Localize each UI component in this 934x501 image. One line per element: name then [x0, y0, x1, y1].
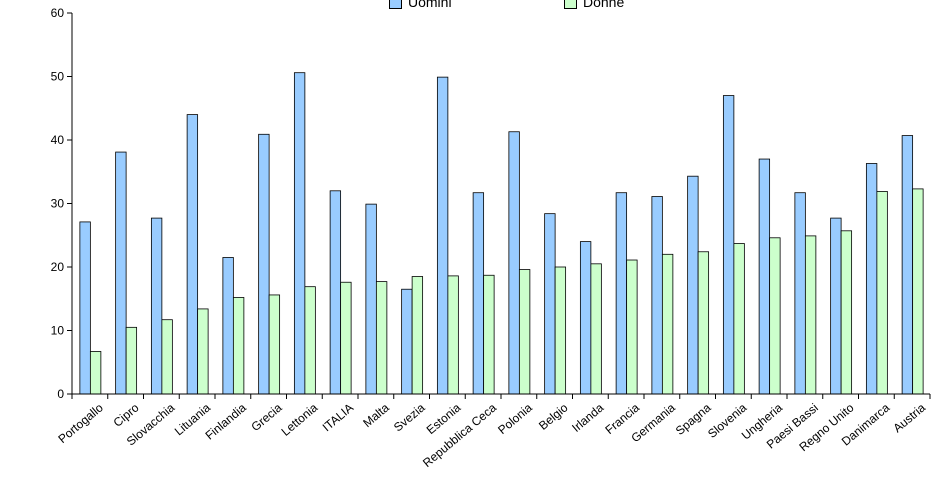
bar-uomini — [150, 217, 163, 395]
x-tick-label: Portogallo — [55, 400, 106, 446]
y-tick-label: 60 — [51, 6, 65, 20]
y-tick-label: 0 — [57, 387, 64, 401]
bar-donne — [340, 281, 352, 395]
bar-uomini — [579, 241, 592, 395]
bar-uomini — [651, 196, 663, 395]
x-tick-label: Irlanda — [569, 400, 606, 435]
bar-donne — [661, 253, 674, 395]
bar-donne — [411, 276, 424, 395]
bar-uomini — [401, 288, 413, 395]
x-tick-label: Malta — [360, 400, 392, 430]
bar-donne — [161, 319, 173, 395]
bar-donne — [232, 297, 245, 395]
y-tick-label: 10 — [51, 324, 65, 338]
bar-donne — [89, 351, 102, 395]
bar-uomini — [472, 192, 485, 395]
bar-donne — [518, 269, 531, 395]
bar-uomini — [758, 158, 771, 395]
legend-swatch-uomini — [389, 0, 402, 9]
bar-uomini — [722, 95, 735, 395]
bar-uomini — [222, 257, 234, 395]
legend-item-donne: Donne — [564, 0, 624, 10]
bar-donne — [447, 275, 459, 395]
x-tick-label: Finlandia — [202, 400, 249, 442]
bar-uomini — [79, 221, 91, 395]
y-tick-label: 50 — [51, 70, 65, 84]
bar-uomini — [687, 175, 699, 395]
bar-donne — [697, 251, 710, 395]
bars — [79, 72, 924, 395]
bar-uomini — [329, 190, 342, 395]
bar-donne — [626, 259, 638, 395]
legend-swatch-donne — [564, 0, 577, 9]
bar-uomini — [901, 135, 914, 395]
bar-donne — [304, 286, 316, 395]
x-tick-label: Cipro — [111, 400, 142, 429]
bar-donne — [197, 308, 209, 395]
x-tick-label: Svezia — [391, 400, 428, 434]
bar-uomini — [544, 213, 556, 395]
bar-donne — [876, 191, 888, 395]
legend-label-donne: Donne — [583, 0, 625, 10]
bar-uomini — [293, 72, 306, 395]
bar-donne — [554, 266, 567, 395]
bar-donne — [483, 274, 495, 395]
y-tick-label: 40 — [51, 133, 65, 147]
bar-uomini — [830, 217, 842, 395]
bar-uomini — [115, 151, 127, 395]
x-tick-label: Polonia — [495, 400, 535, 437]
legend-label-uomini: Uomini — [408, 0, 452, 10]
bar-donne — [733, 243, 745, 395]
x-axis: Portogallo CiproSlovacchiaLituaniaFinland… — [55, 393, 931, 470]
bar-uomini — [615, 192, 628, 395]
x-tick-label: ITALIA — [320, 401, 356, 435]
bar-donne — [912, 188, 924, 395]
bar-uomini — [508, 131, 520, 395]
bar-donne — [125, 326, 138, 395]
y-axis: 0 10 20 30 40 50 60 — [51, 6, 73, 401]
bar-donne — [590, 263, 602, 395]
bar-donne — [769, 237, 781, 395]
bar-uomini — [365, 203, 377, 395]
x-tick-label: Austria — [890, 400, 928, 435]
bar-donne — [268, 294, 281, 395]
legend-item-uomini: Uomini — [389, 0, 452, 10]
x-tick-label: Belgio — [536, 400, 571, 432]
bar-donne — [375, 281, 388, 395]
x-tick-label: Lettonia — [279, 400, 321, 438]
y-tick-label: 30 — [51, 197, 65, 211]
bar-uomini — [794, 192, 806, 395]
bar-donne — [840, 230, 853, 395]
y-tick-label: 20 — [51, 260, 65, 274]
bar-uomini — [186, 114, 199, 395]
bar-uomini — [436, 76, 449, 395]
bar-uomini — [865, 163, 878, 395]
bar-uomini — [258, 133, 270, 395]
bar-donne — [804, 235, 817, 395]
